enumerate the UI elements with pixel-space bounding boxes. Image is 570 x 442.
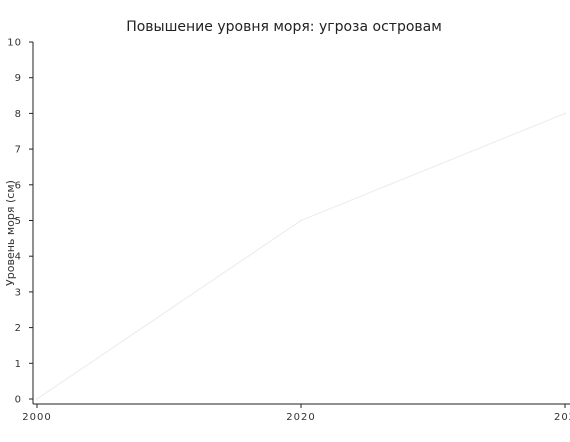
data-point xyxy=(300,219,302,222)
y-tick-label: 10 xyxy=(7,38,22,49)
y-tick-label: 2 xyxy=(15,323,22,334)
data-point xyxy=(36,398,38,400)
chart-title: Повышение уровня моря: угроза островам xyxy=(126,19,442,35)
series-line xyxy=(36,112,566,400)
y-tick-label: 4 xyxy=(15,252,22,263)
y-tick-label: 7 xyxy=(15,145,22,156)
y-axis-label: Уровень моря (см) xyxy=(4,180,17,286)
y-axis: 0 1 2 3 4 5 6 7 8 9 10 xyxy=(7,38,34,406)
y-tick-label: 8 xyxy=(15,109,22,120)
x-tick-label: 2020 xyxy=(286,412,315,423)
y-tick-label: 3 xyxy=(15,287,22,298)
y-tick-label: 0 xyxy=(15,395,22,406)
x-tick-label: 2000 xyxy=(22,412,51,423)
y-tick-label: 9 xyxy=(15,73,22,84)
y-tick-label: 6 xyxy=(15,180,22,191)
x-tick-label: 202 xyxy=(554,412,570,423)
y-ticks: 0 1 2 3 4 5 6 7 8 9 10 xyxy=(7,38,33,406)
y-tick-label: 1 xyxy=(15,359,22,370)
x-axis: 2000 2020 202 xyxy=(22,403,570,423)
data-point xyxy=(564,112,566,115)
series-layer xyxy=(36,112,566,400)
y-tick-label: 5 xyxy=(15,216,22,227)
x-ticks: 2000 2020 202 xyxy=(22,404,570,423)
